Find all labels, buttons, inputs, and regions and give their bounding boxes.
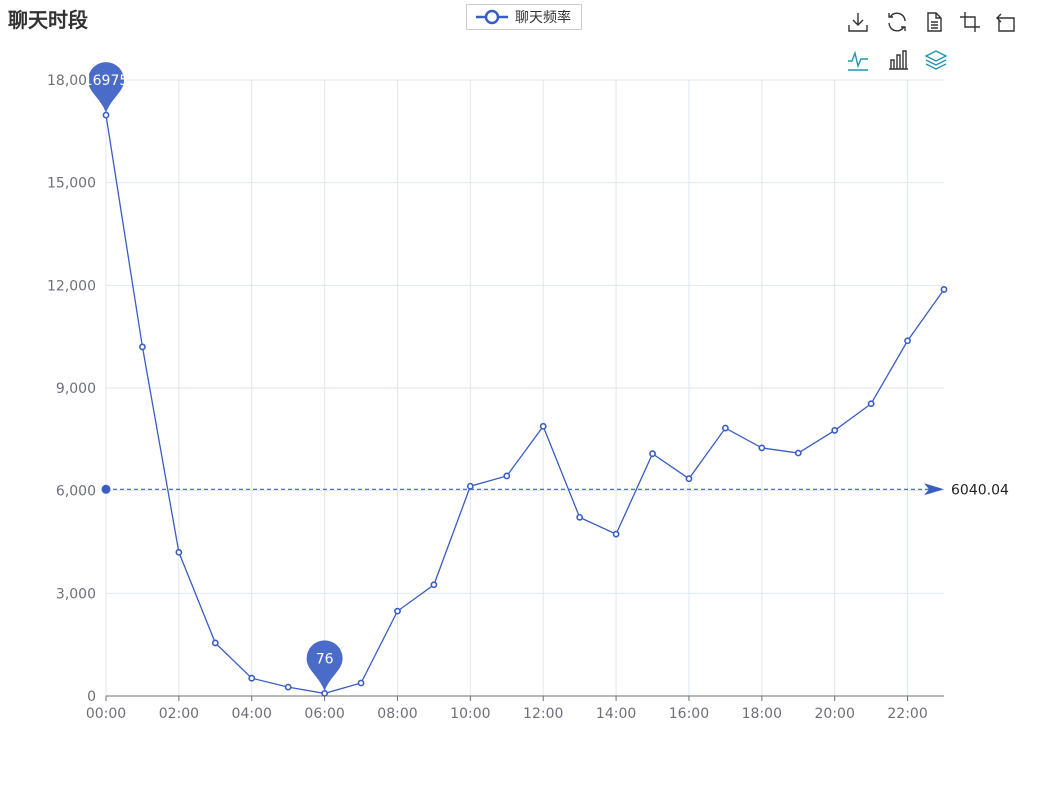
data-point [321, 689, 329, 697]
mark-line-start-dot [101, 484, 111, 494]
bar-chart-icon[interactable] [886, 48, 910, 72]
y-tick-label: 12,000 [47, 278, 96, 294]
data-point [758, 444, 766, 452]
data-point [102, 111, 110, 119]
x-tick-label: 14:00 [596, 706, 636, 722]
x-tick-label: 00:00 [86, 706, 126, 722]
legend-item[interactable]: 聊天频率 [466, 4, 582, 30]
y-tick-label: 0 [87, 689, 96, 705]
chart-title: 聊天时段 [8, 8, 88, 32]
refresh-icon[interactable] [885, 10, 909, 34]
stack-icon[interactable] [924, 48, 948, 72]
data-point [211, 639, 219, 647]
legend-line-icon [476, 9, 508, 25]
x-tick-label: 06:00 [304, 706, 344, 722]
data-point [248, 674, 256, 682]
x-tick-label: 08:00 [377, 706, 417, 722]
y-tick-label: 6,000 [56, 484, 96, 500]
data-point [539, 422, 547, 430]
mark-line-arrow [924, 483, 944, 496]
x-tick-label: 22:00 [887, 706, 927, 722]
data-point [394, 607, 401, 615]
data-point [685, 475, 693, 483]
x-tick-label: 04:00 [232, 706, 272, 722]
x-tick-label: 12:00 [523, 706, 563, 722]
data-point [503, 472, 511, 480]
series-line [105, 114, 945, 695]
data-point [466, 482, 474, 490]
zoom-icon[interactable] [958, 10, 982, 34]
data-point [139, 343, 146, 351]
data-point [576, 513, 584, 521]
mark-point-pin [88, 62, 124, 114]
mark-point-label: 16975 [84, 73, 129, 89]
x-tick-label: 20:00 [815, 706, 855, 722]
data-point [284, 683, 292, 691]
line-chart-icon[interactable] [846, 48, 870, 72]
mark-point-pin [306, 640, 343, 692]
data-point [904, 337, 911, 345]
download-icon[interactable] [846, 10, 870, 34]
x-tick-label: 18:00 [742, 706, 782, 722]
y-tick-label: 18,000 [47, 73, 96, 89]
legend-label: 聊天频率 [515, 10, 571, 26]
data-point [430, 581, 438, 589]
data-point [721, 424, 729, 432]
data-point [175, 548, 183, 556]
data-point [612, 530, 620, 538]
x-tick-label: 10:00 [450, 706, 490, 722]
data-point [940, 286, 948, 293]
data-point [794, 449, 802, 457]
y-tick-label: 15,000 [47, 176, 96, 192]
mark-line-label: 6040.04 [951, 482, 1009, 498]
y-tick-label: 3,000 [56, 586, 96, 602]
data-point [649, 450, 656, 458]
data-point [831, 427, 839, 434]
data-point [867, 400, 875, 408]
x-tick-label: 02:00 [159, 706, 199, 722]
y-tick-label: 9,000 [56, 381, 96, 397]
zoom-reset-icon[interactable] [994, 10, 1018, 34]
data-view-icon[interactable] [922, 10, 946, 34]
x-tick-label: 16:00 [669, 706, 709, 722]
mark-point-label: 76 [316, 651, 334, 667]
data-point [357, 679, 365, 687]
